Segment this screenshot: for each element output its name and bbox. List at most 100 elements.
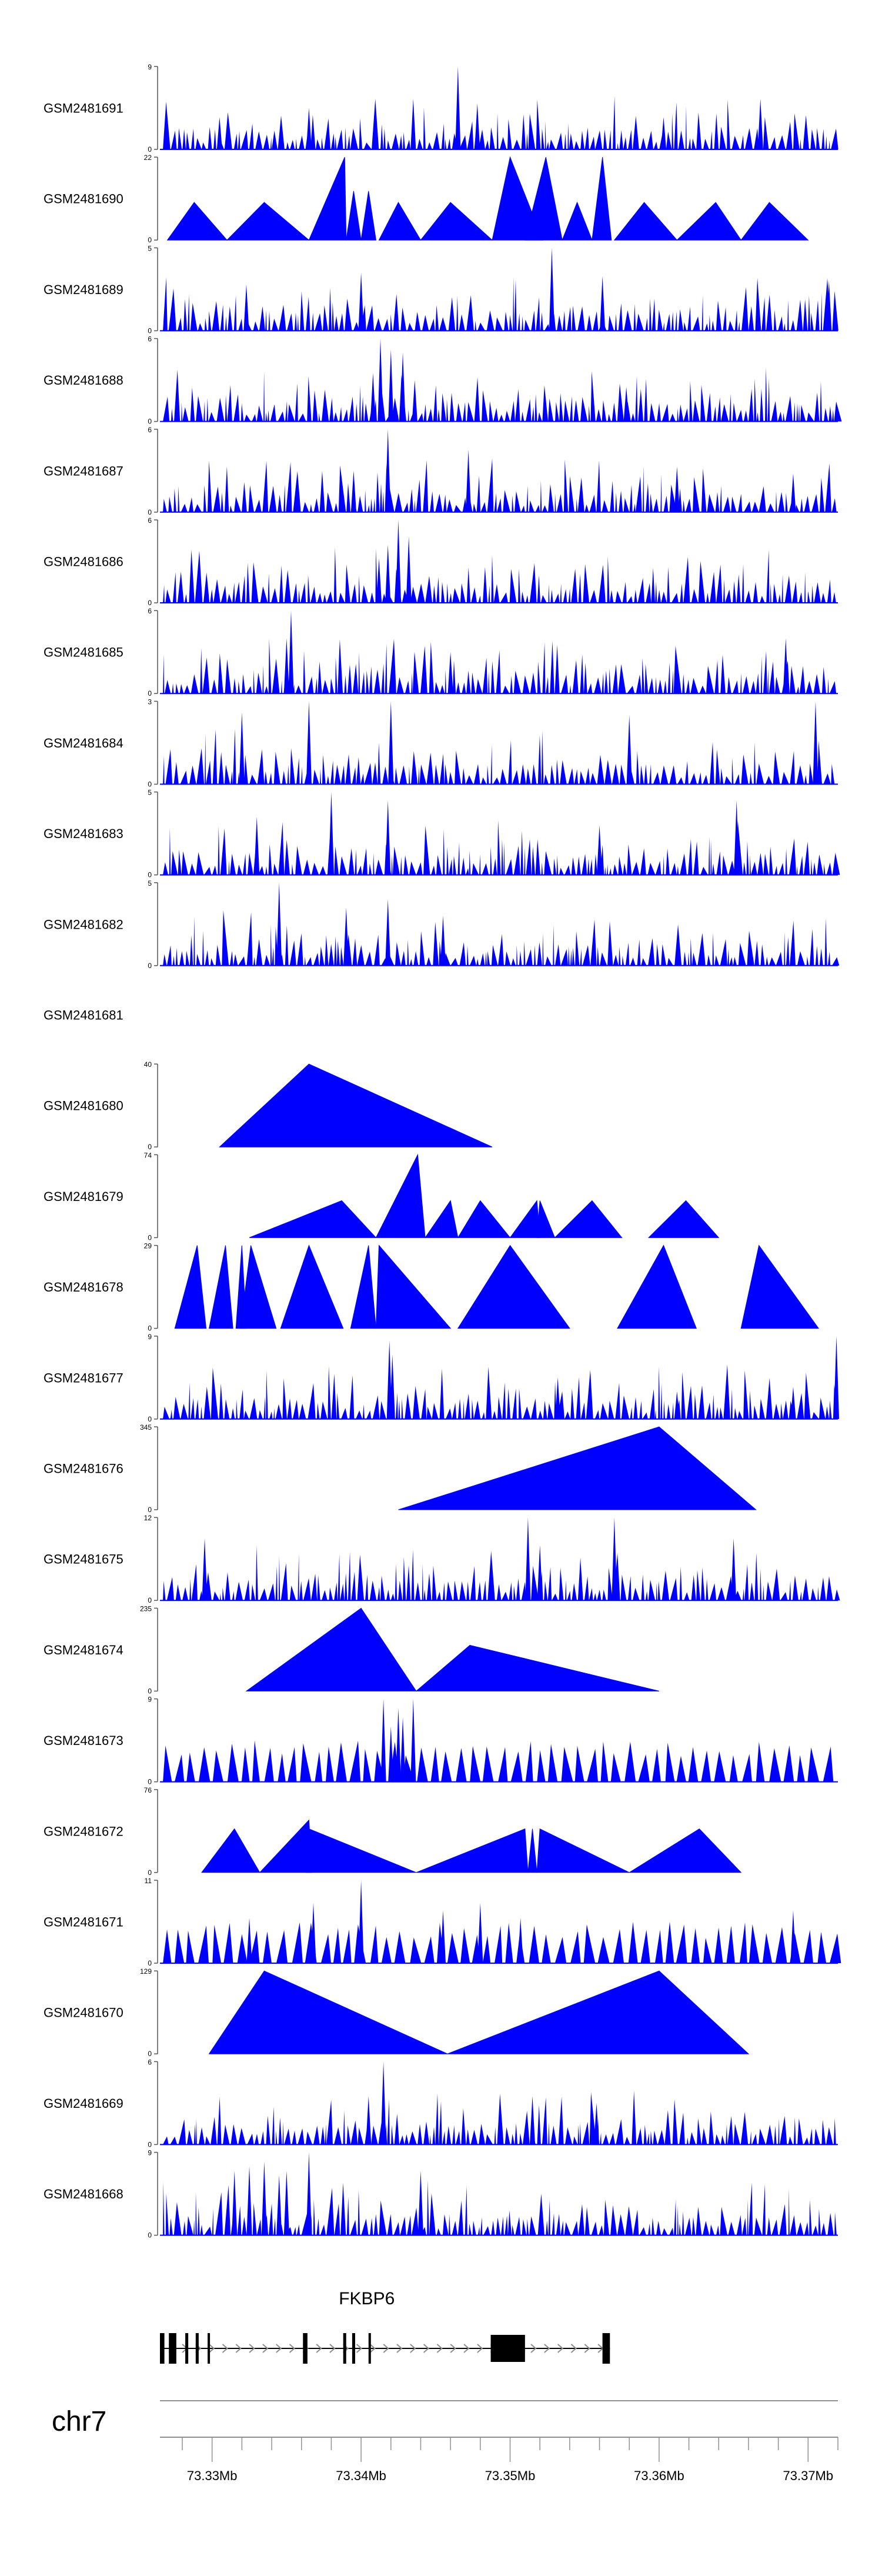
coverage-peak [242,674,246,694]
coverage-peak [804,496,810,512]
coverage-peak [749,1924,760,1963]
coverage-peak [514,491,521,512]
coverage-peak [547,1567,552,1601]
coverage-peak [211,1367,219,1419]
coverage-peak [514,389,520,422]
coverage-peak [522,675,530,694]
coverage-peak [163,585,165,603]
coverage-peak [366,670,369,694]
coverage-peak [602,500,609,512]
coverage-peak [654,1930,663,1963]
coverage-peak [505,951,511,966]
coverage-peak [387,2214,393,2235]
coverage-peak [481,777,487,785]
coverage-peak [308,1383,316,1419]
coverage-peak [633,304,636,331]
coverage-peak [446,1408,452,1419]
coverage-peak [737,409,743,422]
coverage-peak [213,129,216,149]
coverage-peak [630,957,636,966]
coverage-peak [487,1551,495,1601]
coverage-peak [443,495,447,512]
coverage-peak [717,1587,726,1601]
coverage-peak [470,1746,481,1782]
coverage-peak [272,947,274,966]
coverage-peak [475,103,480,149]
coverage-peak [441,393,446,422]
coverage-peak [753,1405,758,1419]
coverage-peak [663,855,664,875]
coverage-peak [358,2190,360,2235]
coverage-peak [206,760,212,785]
coverage-peak [833,1336,840,1419]
coverage-peak [711,863,715,875]
coverage-peak [178,128,182,149]
coverage-peak [433,385,437,422]
coverage-peak [656,1583,657,1601]
strand-arrow [570,2344,577,2353]
coverage-peak [676,1756,686,1782]
coverage-peak [679,405,684,422]
genome-axis: chr7 73.33Mb 73.34Mb 73.35Mb 73.36Mb 73.37Mb [52,2400,838,2483]
coverage-peak [729,957,733,966]
coverage-peak [303,1578,311,1601]
coverage-peak [823,863,826,875]
coverage-peak [177,571,184,603]
coverage-peak [548,584,550,603]
coverage-peak [582,2121,590,2145]
coverage-peak [764,367,767,422]
coverage-peak [429,2134,431,2145]
coverage-peak [175,947,178,966]
coverage-peak [489,401,493,422]
coverage-peak [770,136,777,149]
coverage-peak [163,2181,165,2235]
coverage-peak [596,825,603,875]
coverage-peak [374,935,380,966]
coverage-peak [446,399,449,422]
coverage-peak [248,485,254,512]
coverage-peak [507,1388,511,1419]
coverage-peak [409,2131,417,2145]
coverage-peak [379,2200,387,2235]
coverage-peak [754,940,759,966]
coverage-peak [322,389,329,422]
coverage-peak [333,1928,342,1963]
coverage-peak [205,2136,211,2145]
coverage-peak [529,1926,539,1963]
coverage-peak [832,291,838,331]
coverage-peak [701,295,704,331]
coverage-peak [536,297,540,331]
coverage-peak [400,352,406,422]
coverage-peak [546,2220,549,2235]
coverage-peak [410,1937,422,1963]
coverage-peak [348,1551,351,1601]
coverage-peak [272,658,280,694]
y-tick-label-max: 9 [148,1333,152,1341]
coverage-peak [507,2210,512,2235]
coverage-peak [526,768,531,785]
coverage-peak [720,768,724,785]
coverage-peak [593,2103,600,2145]
coverage-peak [641,958,647,966]
coverage-peak [524,847,526,875]
coverage-peak [431,865,436,875]
track-label: GSM2481680 [44,1099,123,1113]
coverage-peak [701,1567,705,1601]
coverage-peak [777,411,783,422]
coverage-peak [785,849,787,875]
coverage-peak [828,140,830,149]
coverage-peak [493,777,500,785]
coverage-peak [400,2216,406,2235]
coverage-peak [232,582,235,603]
coverage-peak [394,1931,406,1963]
coverage-peak [702,2221,710,2235]
coverage-peak [781,772,789,785]
coverage-peak [713,406,717,422]
strand-arrow [329,2344,336,2353]
coverage-peak [388,349,394,422]
coverage-peak [785,396,793,422]
coverage-peak [225,659,232,694]
coverage-peak [459,135,467,149]
coverage-peak [395,942,401,966]
